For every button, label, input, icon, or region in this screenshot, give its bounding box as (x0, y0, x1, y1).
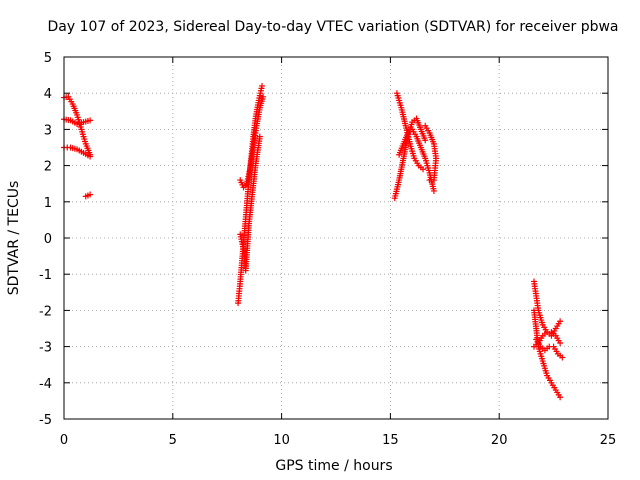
x-tick-label: 15 (382, 433, 399, 448)
y-tick-label: 2 (44, 160, 52, 175)
axis-ticks: 0 5 10 15 20 25 -5 -4 -3 -2 -1 0 1 2 3 4 5 (39, 51, 616, 448)
data-point (420, 166, 427, 173)
x-tick-label: 25 (600, 433, 617, 448)
y-tick-label: -1 (39, 268, 52, 283)
x-tick-label: 20 (491, 433, 508, 448)
x-tick-label: 0 (60, 433, 68, 448)
y-tick-label: 5 (44, 51, 52, 66)
chart-title: Day 107 of 2023, Sidereal Day-to-day VTE… (47, 19, 618, 35)
data-point (87, 117, 94, 124)
y-tick-label: 0 (44, 232, 52, 247)
data-point (557, 339, 564, 346)
y-tick-label: 1 (44, 196, 52, 211)
x-tick-label: 5 (169, 433, 177, 448)
y-tick-label: -2 (39, 304, 52, 319)
data-point (259, 82, 266, 89)
y-tick-label: -5 (39, 413, 52, 428)
data-point (557, 394, 564, 401)
data-point (430, 187, 437, 194)
data-point (559, 354, 566, 361)
y-tick-label: 4 (44, 87, 52, 102)
data-point (256, 133, 263, 140)
x-axis-label: GPS time / hours (275, 458, 392, 474)
data-point (87, 191, 94, 198)
y-tick-label: 3 (44, 123, 52, 138)
x-tick-label: 10 (273, 433, 290, 448)
y-axis-label: SDTVAR / TECUs (6, 181, 22, 296)
grid-lines (64, 57, 608, 419)
data-point (87, 153, 94, 160)
data-point (426, 177, 433, 184)
y-tick-label: -4 (39, 377, 52, 392)
y-tick-label: -3 (39, 341, 52, 356)
data-point (557, 318, 564, 325)
data-point (422, 137, 429, 144)
data-point (260, 93, 267, 100)
data-points (61, 82, 566, 401)
